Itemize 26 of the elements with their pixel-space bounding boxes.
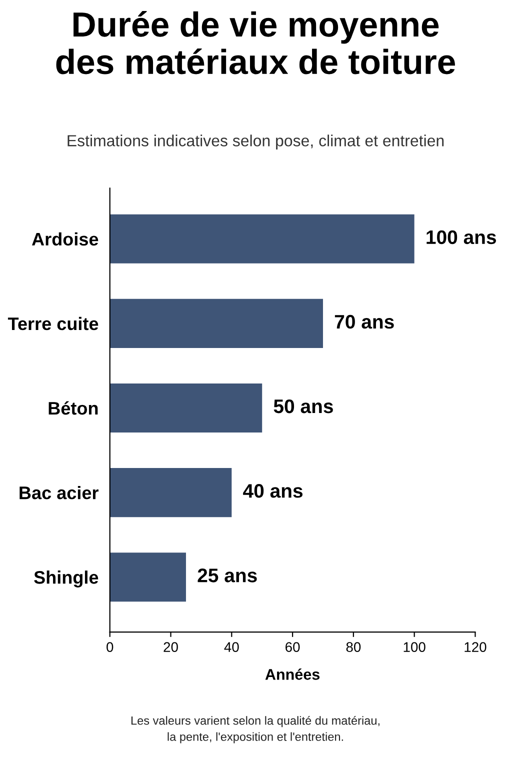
bar bbox=[110, 383, 262, 433]
x-tick-label: 0 bbox=[106, 642, 114, 652]
x-tick-label: 20 bbox=[164, 642, 178, 652]
x-axis-title: Années bbox=[265, 668, 320, 680]
x-tick-label: 60 bbox=[286, 642, 300, 652]
bar bbox=[110, 214, 414, 264]
bar bbox=[110, 468, 232, 518]
bar bbox=[110, 552, 186, 602]
y-tick-label: Béton bbox=[48, 401, 98, 415]
x-tick-label: 100 bbox=[404, 642, 426, 652]
data-label: 50 ans bbox=[274, 399, 333, 414]
y-tick-label: Shingle bbox=[34, 570, 98, 588]
x-tick-label: 80 bbox=[346, 642, 361, 652]
bar bbox=[110, 298, 323, 348]
y-tick-label: Ardoise bbox=[32, 232, 98, 246]
chart-title: Durée de vie moyenne des matériaux de toiture bbox=[56, 11, 456, 74]
data-label: 25 ans bbox=[198, 568, 257, 582]
data-label: 100 ans bbox=[426, 230, 496, 244]
data-label: 40 ans bbox=[243, 484, 303, 498]
chart-subtitle: Estimations indicatives selon pose, climat et entretien bbox=[68, 134, 444, 150]
data-label: 70 ans bbox=[334, 314, 394, 329]
x-tick-label: 40 bbox=[224, 642, 239, 652]
y-tick-label: Bac acier bbox=[20, 486, 98, 500]
text: Les valeurs varient selon la qualité du matériau, la pente, l'exposition et l'entretien. bbox=[131, 716, 380, 744]
x-tick-label: 120 bbox=[464, 642, 486, 652]
y-tick-label: Terre cuite bbox=[8, 316, 98, 330]
